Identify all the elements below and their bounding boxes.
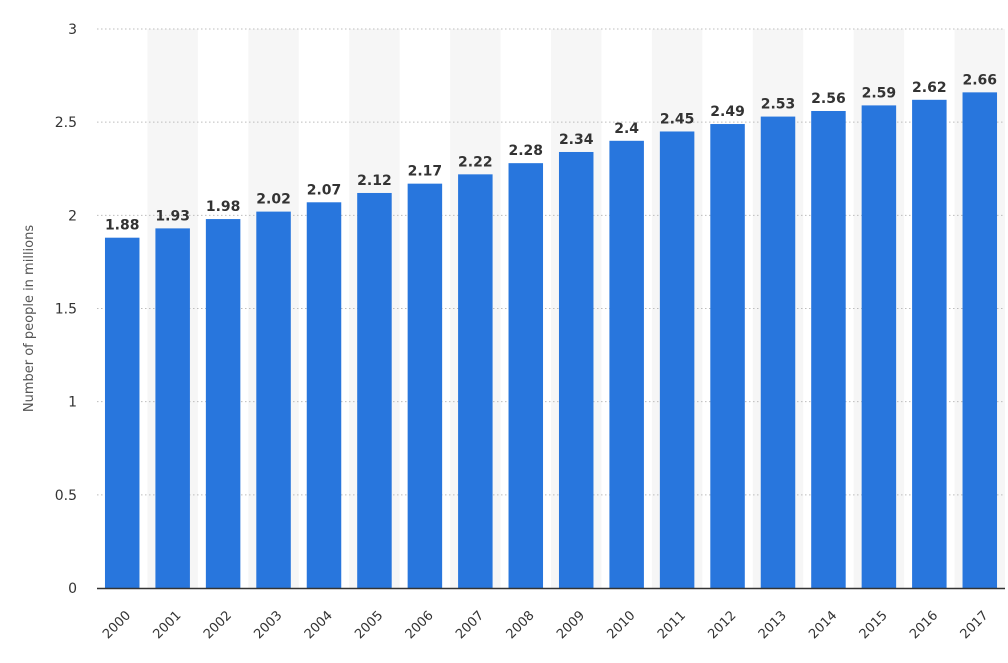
x-tick-label-2007: 2007 [453, 608, 487, 642]
x-tick-label-2008: 2008 [504, 608, 538, 642]
x-tick-label-2011: 2011 [655, 608, 689, 642]
x-tick-label-2005: 2005 [352, 608, 386, 642]
bar-2015 [861, 105, 897, 588]
data-label-2015: 2.59 [862, 85, 897, 101]
y-tick-label: 2 [68, 208, 77, 224]
bar-2009 [558, 151, 594, 589]
data-label-2000: 1.88 [105, 218, 140, 234]
bar-2006 [407, 183, 443, 588]
data-label-2011: 2.45 [660, 111, 695, 127]
bar-2005 [357, 192, 392, 588]
x-tick-label-2013: 2013 [756, 608, 790, 642]
y-axis-label: Number of people in millions [22, 225, 37, 413]
x-tick-label-2017: 2017 [958, 608, 992, 642]
x-tick-label-2009: 2009 [554, 608, 588, 642]
data-label-2012: 2.49 [710, 104, 745, 120]
x-tick-label-2014: 2014 [806, 608, 840, 642]
bar-2010 [609, 140, 644, 589]
data-label-2010: 2.4 [614, 121, 639, 137]
x-tick-label-2003: 2003 [251, 608, 285, 642]
x-tick-label-2015: 2015 [857, 608, 891, 642]
x-tick-label-2012: 2012 [705, 608, 739, 642]
bar-2004 [306, 202, 342, 589]
y-tick-label: 3 [68, 22, 77, 38]
bar-2000 [104, 237, 140, 588]
data-label-2005: 2.12 [357, 173, 392, 189]
x-tick-label-2016: 2016 [907, 608, 941, 642]
x-tick-label-2004: 2004 [302, 608, 336, 642]
data-label-2003: 2.02 [256, 192, 291, 208]
gridlines [97, 28, 1005, 496]
data-label-2014: 2.56 [811, 91, 846, 107]
x-tick-label-2010: 2010 [604, 608, 638, 642]
bar-2003 [256, 211, 291, 588]
bars [104, 92, 998, 589]
x-axis-ticks: 2000 2001 2002 2003 2004 2005 2006 2007 2008 2009… [100, 608, 992, 642]
bar-2008 [508, 163, 544, 588]
data-label-2013: 2.53 [761, 97, 796, 113]
bar-2002 [205, 219, 241, 588]
data-label-2001: 1.93 [155, 208, 190, 224]
data-label-2004: 2.07 [307, 182, 342, 198]
bar-2001 [155, 228, 190, 589]
bar-2017 [962, 92, 998, 588]
y-tick-label: 1.5 [55, 302, 77, 318]
data-label-2008: 2.28 [509, 143, 544, 159]
bar-2007 [458, 174, 493, 588]
data-label-2016: 2.62 [912, 80, 947, 96]
data-labels: 1.88 1.93 1.98 2.02 2.07 2.12 2.17 2.22 2.28 2.34… [105, 72, 997, 233]
data-label-2002: 1.98 [206, 199, 241, 215]
bar-2013 [760, 116, 796, 589]
data-label-2007: 2.22 [458, 154, 493, 170]
x-tick-label-2001: 2001 [150, 608, 184, 642]
x-tick-label-2000: 2000 [100, 608, 134, 642]
y-tick-label: 2.5 [55, 115, 77, 131]
data-label-2009: 2.34 [559, 132, 594, 148]
y-tick-label: 1 [68, 395, 77, 411]
data-label-2006: 2.17 [408, 164, 443, 180]
data-label-2017: 2.66 [963, 72, 998, 88]
y-tick-label: 0 [68, 581, 77, 597]
bar-2016 [912, 99, 947, 588]
x-tick-label-2006: 2006 [403, 608, 437, 642]
bar-2014 [811, 110, 846, 588]
x-tick-label-2002: 2002 [201, 608, 235, 642]
y-axis-ticks: 0 0.5 1 1.5 2 2.5 3 [55, 22, 77, 597]
bar-2011 [659, 131, 695, 588]
y-tick-label: 0.5 [55, 488, 77, 504]
bar-2012 [710, 124, 745, 588]
